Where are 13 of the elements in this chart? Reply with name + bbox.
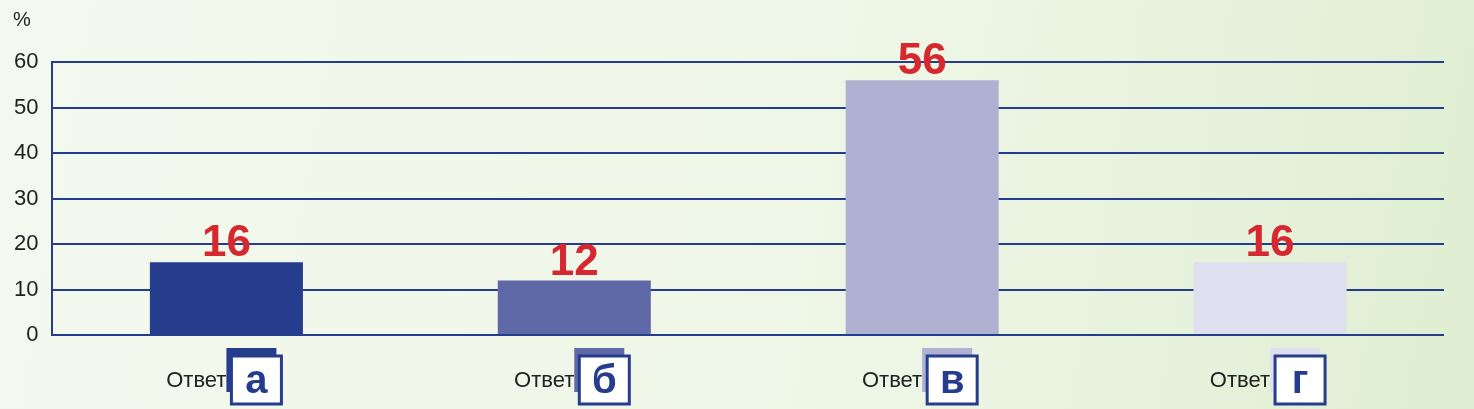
x-tick-label: Ответ а (166, 357, 269, 402)
y-tick-label: 40 (13, 139, 39, 165)
data-label: 12 (549, 234, 599, 284)
y-tick-label: 60 (13, 48, 39, 74)
y-tick-label: 20 (13, 230, 39, 256)
x-tick-label: Ответ в (861, 357, 965, 402)
y-tick-label: 0 (26, 321, 39, 347)
y-tick-label: 50 (13, 93, 39, 119)
y-axis-title: % (13, 7, 32, 30)
y-tick-label: 30 (13, 184, 39, 210)
y-tick-label: 10 (13, 275, 39, 301)
x-tick-label: Ответ б (514, 357, 617, 402)
x-tick-label: Ответ г (1209, 357, 1309, 402)
